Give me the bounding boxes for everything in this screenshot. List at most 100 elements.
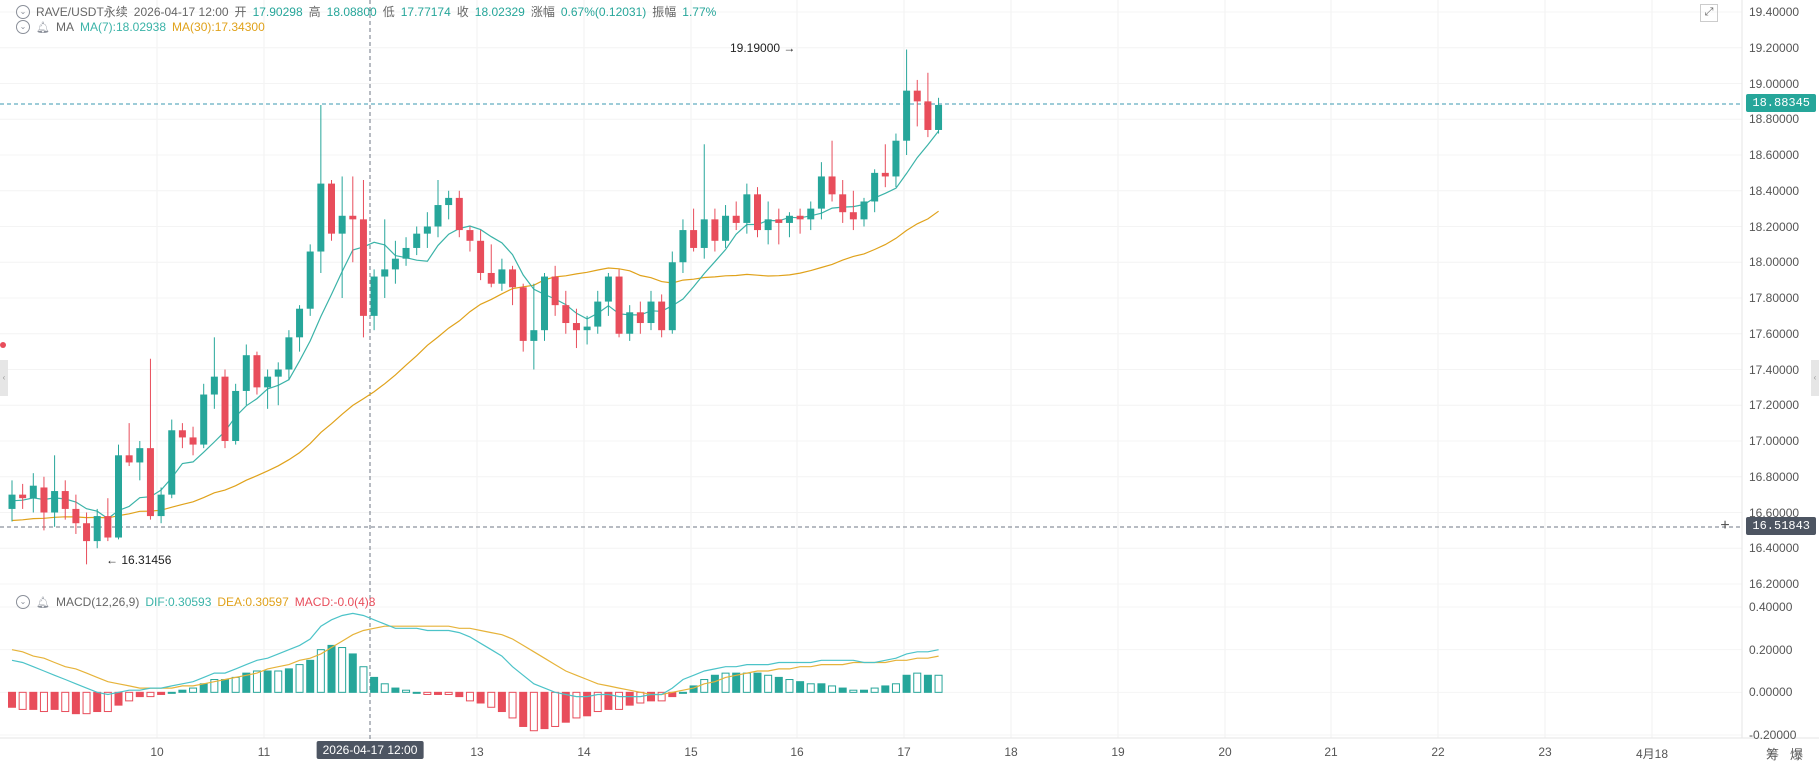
macd-bar [135, 691, 144, 698]
price-tick-label: 18.60000 [1749, 148, 1800, 162]
bell-icon[interactable]: 🔔︎ [36, 21, 50, 34]
chips-button[interactable]: 筹 [1766, 747, 1780, 762]
collapse-icon[interactable]: ⌄ [16, 20, 30, 34]
candle-body [125, 455, 133, 463]
macd-bar [870, 687, 879, 693]
candle-body [264, 376, 272, 388]
macd-bar [774, 676, 783, 693]
candle-body [913, 90, 921, 102]
dif-line [11, 612, 939, 698]
macd-bar [380, 683, 389, 693]
candle-body [359, 219, 367, 316]
bell-icon[interactable]: 🔔︎ [36, 596, 50, 609]
time-tick-label: 20 [1218, 745, 1232, 759]
candle-body [40, 487, 48, 513]
left-collapse-handle[interactable]: ‹ [0, 360, 8, 396]
collapse-icon[interactable]: ⌄ [16, 595, 30, 609]
dea-value: DEA:0.30597 [217, 595, 289, 609]
macd-bar [93, 691, 102, 713]
candle-body [221, 376, 229, 441]
time-tick-label: 16 [790, 745, 804, 759]
candle-body [903, 90, 911, 141]
candle-body [434, 205, 442, 227]
macd-bar [881, 685, 890, 693]
symbol-label: RAVE/USDT永续 [36, 5, 128, 19]
candle-body [402, 247, 410, 259]
macd-tick-label: 0.00000 [1749, 685, 1793, 700]
macd-bar [423, 691, 432, 695]
macd-bar [348, 653, 357, 693]
macd-bar [796, 681, 805, 693]
macd-bar [402, 689, 411, 693]
close-label: 收 [456, 5, 469, 19]
amplitude-value: 1.77% [682, 4, 717, 19]
ma-label[interactable]: MA [55, 20, 74, 34]
low-label: 低 [382, 5, 395, 19]
candle-body [583, 326, 591, 331]
candle-body [785, 215, 793, 223]
macd-bar [913, 672, 922, 693]
candle-body [210, 376, 218, 395]
macd-bar [465, 691, 474, 702]
macd-bar [189, 687, 198, 693]
right-collapse-handle[interactable]: ‹ [1811, 360, 1819, 396]
liquidation-button[interactable]: 爆 [1790, 747, 1804, 762]
macd-value: MACD:-0.0(4)8 [294, 595, 376, 609]
macd-bar [625, 691, 634, 706]
candle-body [61, 491, 69, 509]
price-tick-label: 17.40000 [1749, 362, 1800, 377]
candle-body [530, 330, 538, 341]
macd-bar [519, 691, 528, 727]
macd-bar [327, 644, 336, 693]
macd-bar [764, 674, 773, 693]
candle-body [242, 355, 250, 391]
candle-body [29, 485, 37, 499]
candle-body [551, 276, 559, 306]
price-tick-label: 16.60000 [1749, 505, 1800, 520]
candle-body [306, 251, 314, 309]
high-label: 高 [308, 5, 321, 19]
price-tick-label: 18.40000 [1749, 183, 1800, 198]
macd-bar [828, 685, 837, 693]
macd-tick-label: 0.40000 [1749, 600, 1793, 614]
candle-body [253, 355, 261, 388]
collapse-icon[interactable]: ⌄ [16, 4, 30, 19]
macd-bar [700, 679, 709, 693]
candle-body [626, 312, 634, 334]
add-alert-icon[interactable]: + [1720, 517, 1730, 534]
candle-body [541, 276, 548, 331]
price-tick-label: 18.80000 [1749, 112, 1800, 127]
candle-body [136, 448, 144, 463]
fullscreen-icon[interactable]: ⤢ [1700, 4, 1718, 22]
candle-body [935, 104, 943, 130]
ma7-line [11, 130, 940, 520]
candle-body [562, 305, 570, 324]
macd-bar [785, 679, 794, 693]
macd-bar [593, 691, 602, 713]
candle-body [732, 215, 740, 223]
macd-bar [444, 691, 453, 695]
macd-bar [8, 691, 16, 708]
candle-body [349, 215, 357, 220]
candle-body [711, 219, 719, 241]
time-tick-label: 14 [577, 745, 591, 759]
macd-bar [18, 691, 27, 710]
macd-label[interactable]: MACD(12,26,9) [55, 595, 140, 609]
candle-body [104, 516, 112, 538]
macd-bar [252, 670, 261, 693]
macd-bar [636, 691, 645, 704]
candle-body [509, 269, 517, 288]
macd-bar [316, 649, 325, 693]
candle-datetime: 2026-04-17 12:00 [133, 4, 229, 19]
macd-bar [902, 674, 911, 693]
macd-bar [860, 689, 868, 693]
macd-bar [114, 691, 123, 706]
amplitude-label: 振幅 [652, 5, 677, 19]
candle-body [232, 390, 240, 441]
candle-body [658, 301, 666, 331]
macd-bar [732, 672, 741, 693]
candle-body [594, 301, 602, 327]
candle-body [519, 287, 527, 341]
macd-bar [551, 691, 560, 727]
